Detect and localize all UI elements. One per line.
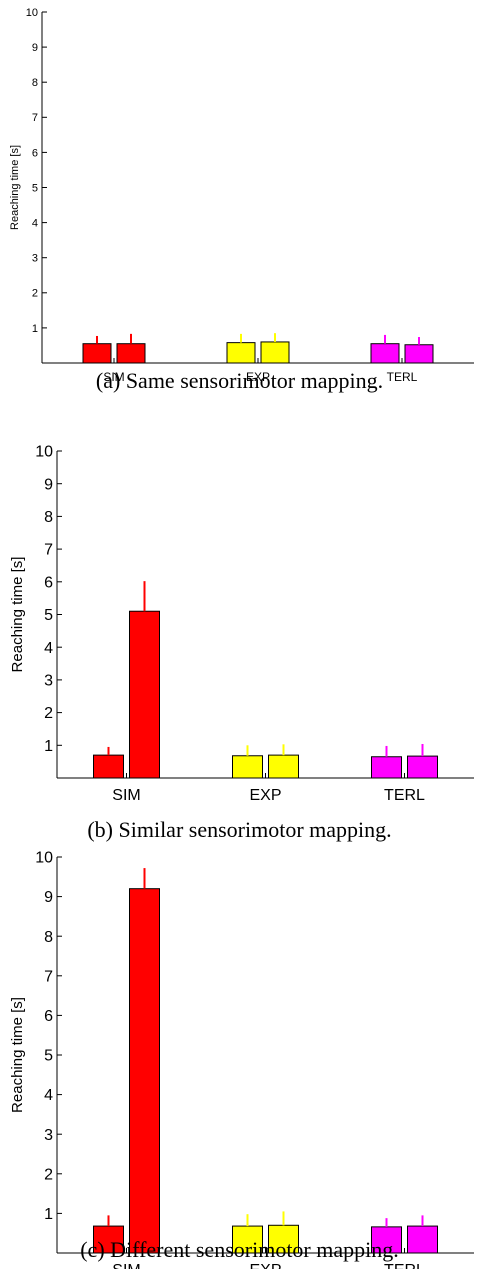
x-category-label: EXP <box>249 787 281 804</box>
bar <box>370 343 400 364</box>
y-tick-label: 6 <box>32 147 38 159</box>
bar <box>232 755 263 779</box>
y-tick-label: 4 <box>44 1087 53 1104</box>
bar <box>407 1225 438 1254</box>
y-tick-label: 10 <box>26 7 38 19</box>
y-tick-label: 1 <box>32 323 38 335</box>
y-tick-label: 2 <box>44 705 53 722</box>
bar <box>371 756 402 779</box>
y-tick-label: 2 <box>44 1166 53 1183</box>
y-tick-label: 7 <box>44 968 53 985</box>
y-axis-label: Reaching time [s] <box>9 557 26 673</box>
bar <box>93 754 124 779</box>
y-tick-label: 9 <box>44 476 53 493</box>
y-tick-label: 6 <box>44 1008 53 1025</box>
x-category-label: SIM <box>112 1262 140 1269</box>
x-category-label: EXP <box>246 370 270 384</box>
chart-panel-c: 1 2 3 4 5 6 7 8 9 10 Reaching time [s] SIM EXP TERL (… <box>0 840 479 1269</box>
x-category-label: SIM <box>103 370 124 384</box>
y-tick-label: 5 <box>32 182 38 194</box>
chart-caption-b: (b) Similar sensorimotor mapping. <box>87 817 392 842</box>
bar <box>226 342 256 364</box>
bar <box>93 1225 124 1254</box>
y-tick-label: 5 <box>44 1048 53 1065</box>
y-tick-label: 5 <box>44 607 53 624</box>
bar <box>407 755 438 779</box>
y-tick-label: 3 <box>32 253 38 265</box>
y-tick-label: 10 <box>35 850 53 867</box>
y-tick-label: 2 <box>32 288 38 300</box>
y-tick-label: 8 <box>44 509 53 526</box>
chart-caption-a: (a) Same sensorimotor mapping. <box>95 368 384 393</box>
bar <box>82 343 112 364</box>
x-category-label: TERL <box>384 787 425 804</box>
y-tick-label: 7 <box>44 542 53 559</box>
chart-panel-a: 1 2 3 4 5 6 7 8 9 10 Reaching time [s] SIM EXP TERL (… <box>0 0 479 400</box>
y-axis-label: Reaching time [s] <box>9 145 21 230</box>
y-tick-label: 1 <box>44 1206 53 1223</box>
x-category-label: EXP <box>249 1262 281 1269</box>
x-category-label: TERL <box>387 370 418 384</box>
y-tick-label: 8 <box>32 77 38 89</box>
bar <box>404 344 434 364</box>
bar <box>116 343 146 364</box>
bar <box>232 1225 263 1254</box>
y-tick-label: 3 <box>44 1127 53 1144</box>
x-category-label: TERL <box>384 1262 425 1269</box>
bar <box>268 1224 299 1254</box>
y-tick-label: 10 <box>35 444 53 461</box>
bar-chart-c: 1 2 3 4 5 6 7 8 9 10 Reaching time [s] SIM EXP TERL <box>9 850 474 1269</box>
bar <box>129 888 160 1254</box>
bar <box>268 754 299 779</box>
bar <box>260 341 290 364</box>
chart-panel-b: 1 2 3 4 5 6 7 8 9 10 Reaching time [s] SIM EXP TERL (… <box>0 415 479 842</box>
y-tick-label: 1 <box>44 738 53 755</box>
x-category-label: SIM <box>112 787 140 804</box>
y-tick-label: 7 <box>32 112 38 124</box>
y-axis-label: Reaching time [s] <box>9 997 26 1113</box>
bar-chart-b: 1 2 3 4 5 6 7 8 9 10 Reaching time [s] SIM EXP TERL <box>9 444 474 804</box>
y-tick-label: 9 <box>44 889 53 906</box>
y-tick-label: 4 <box>32 217 38 229</box>
chart-caption-c: (c) Different sensorimotor mapping. <box>80 1237 399 1262</box>
y-tick-label: 3 <box>44 673 53 690</box>
y-tick-label: 4 <box>44 640 53 657</box>
bar-chart-a: 1 2 3 4 5 6 7 8 9 10 Reaching time [s] SIM EXP TERL <box>9 7 474 384</box>
bar <box>129 610 160 779</box>
y-tick-label: 6 <box>44 574 53 591</box>
bar <box>371 1226 402 1254</box>
y-tick-label: 8 <box>44 929 53 946</box>
y-tick-label: 9 <box>32 42 38 54</box>
